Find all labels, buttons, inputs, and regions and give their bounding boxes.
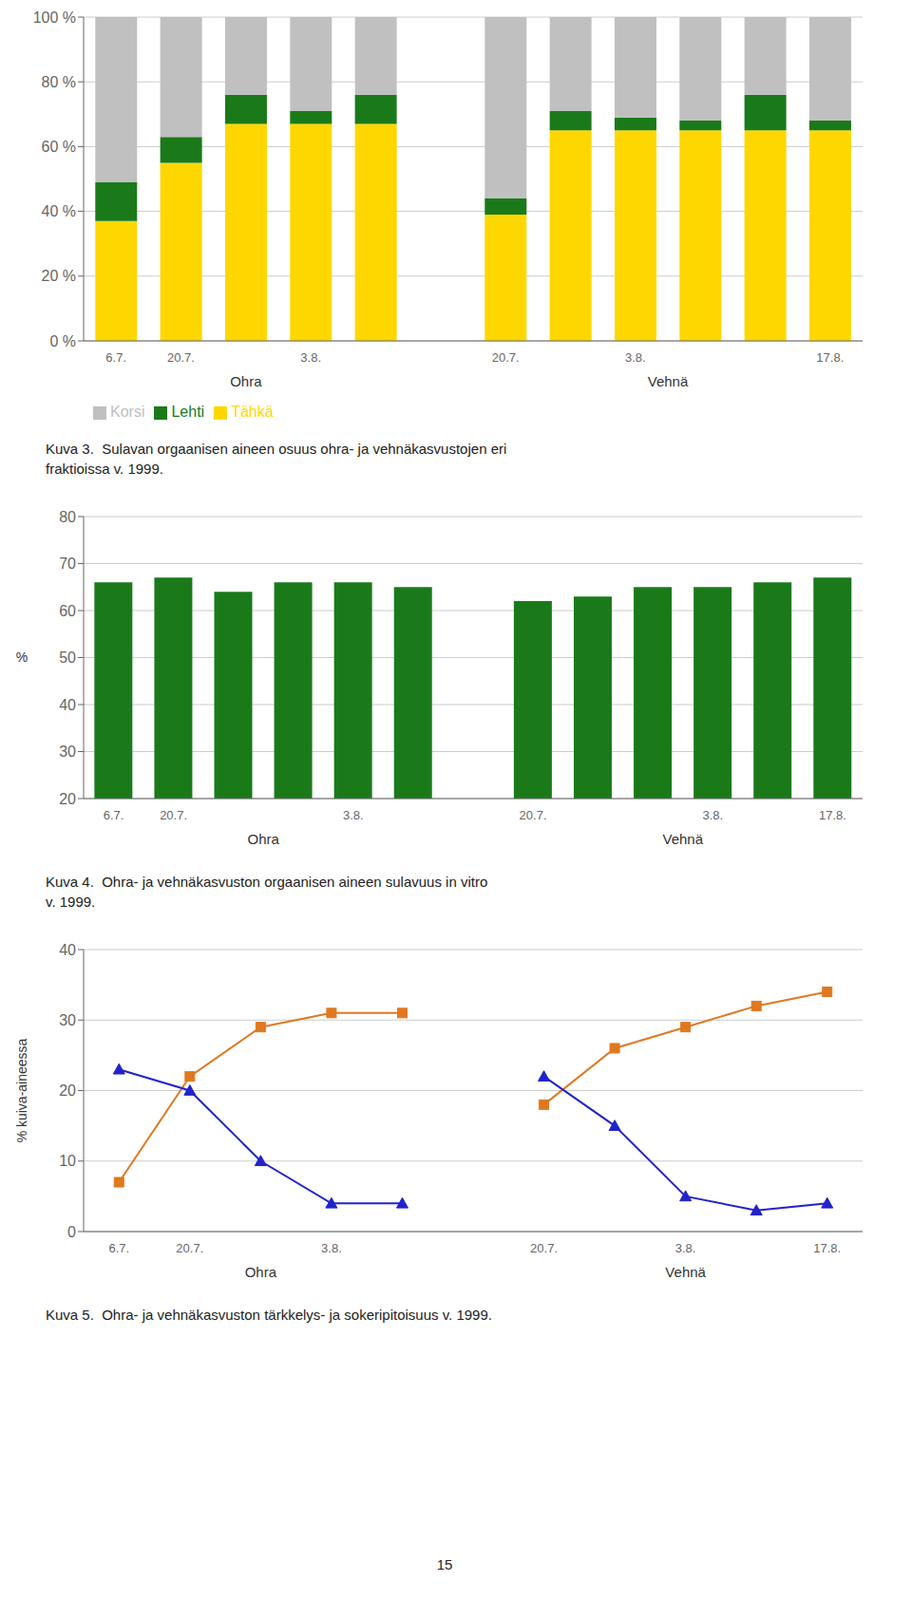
svg-text:20 %: 20 % — [41, 267, 76, 285]
svg-text:50: 50 — [58, 649, 76, 666]
svg-text:20.7.: 20.7. — [159, 808, 188, 823]
svg-text:40: 40 — [58, 942, 76, 959]
svg-text:0: 0 — [67, 1224, 76, 1241]
svg-text:3.8.: 3.8. — [321, 1241, 342, 1256]
svg-text:3.8.: 3.8. — [625, 350, 646, 365]
svg-text:30: 30 — [58, 743, 76, 760]
svg-text:Ohra: Ohra — [245, 1264, 278, 1281]
svg-text:17.8.: 17.8. — [813, 1241, 841, 1256]
html-text:Korsi: Korsi — [110, 403, 145, 420]
svg-text:Vehnä: Vehnä — [647, 373, 689, 390]
svg-text:3.8.: 3.8. — [702, 808, 723, 823]
svg-text:80 %: 80 % — [41, 74, 76, 91]
html-text:Kuva 4. Ohra- ja vehnäkasvusto: Kuva 4. Ohra- ja vehnäkasvuston orgaanis… — [45, 874, 488, 911]
svg-text:40 %: 40 % — [41, 203, 76, 220]
svg-text:10: 10 — [58, 1153, 76, 1170]
html-text:15: 15 — [436, 1557, 453, 1574]
svg-text:% kuiva-aineessa: % kuiva-aineessa — [14, 1038, 30, 1143]
svg-text:30: 30 — [58, 1012, 76, 1029]
svg-text:80: 80 — [58, 509, 76, 526]
svg-text:3.8.: 3.8. — [300, 350, 322, 365]
svg-text:Vehnä: Vehnä — [662, 831, 703, 848]
svg-text:20.7.: 20.7. — [530, 1241, 558, 1256]
html-text:Kuva 3. Sulavan orgaanisen ain: Kuva 3. Sulavan orgaanisen aineen osuus … — [45, 440, 507, 477]
svg-text:40: 40 — [58, 697, 76, 714]
svg-text:20.7.: 20.7. — [175, 1241, 204, 1256]
svg-text:60: 60 — [58, 603, 76, 620]
html-text:Lehti: Lehti — [171, 403, 205, 420]
svg-text:Ohra: Ohra — [229, 373, 263, 390]
svg-text:6.7.: 6.7. — [105, 350, 127, 365]
html-text:Kuva 5. Ohra- ja vehnäkasvusto: Kuva 5. Ohra- ja vehnäkasvuston tärkkely… — [45, 1307, 493, 1324]
svg-text:100 %: 100 % — [33, 9, 76, 26]
svg-text:Vehnä: Vehnä — [665, 1264, 706, 1281]
svg-text:0 %: 0 % — [49, 333, 76, 350]
svg-text:20.7.: 20.7. — [519, 808, 548, 823]
svg-text:70: 70 — [58, 555, 76, 572]
svg-text:20: 20 — [58, 1083, 76, 1100]
html-text:Tähkä: Tähkä — [231, 403, 274, 420]
svg-text:3.8.: 3.8. — [342, 808, 364, 823]
svg-text:3.8.: 3.8. — [675, 1241, 697, 1256]
svg-text:17.8.: 17.8. — [818, 808, 847, 823]
svg-text:%: % — [16, 649, 28, 665]
svg-text:20: 20 — [58, 791, 76, 808]
svg-text:Ohra: Ohra — [247, 831, 281, 848]
svg-text:6.7.: 6.7. — [108, 1241, 130, 1256]
svg-text:17.8.: 17.8. — [816, 350, 844, 365]
svg-text:20.7.: 20.7. — [167, 350, 195, 365]
svg-text:60 %: 60 % — [41, 138, 76, 155]
svg-text:6.7.: 6.7. — [103, 808, 125, 823]
svg-text:20.7.: 20.7. — [492, 350, 520, 365]
